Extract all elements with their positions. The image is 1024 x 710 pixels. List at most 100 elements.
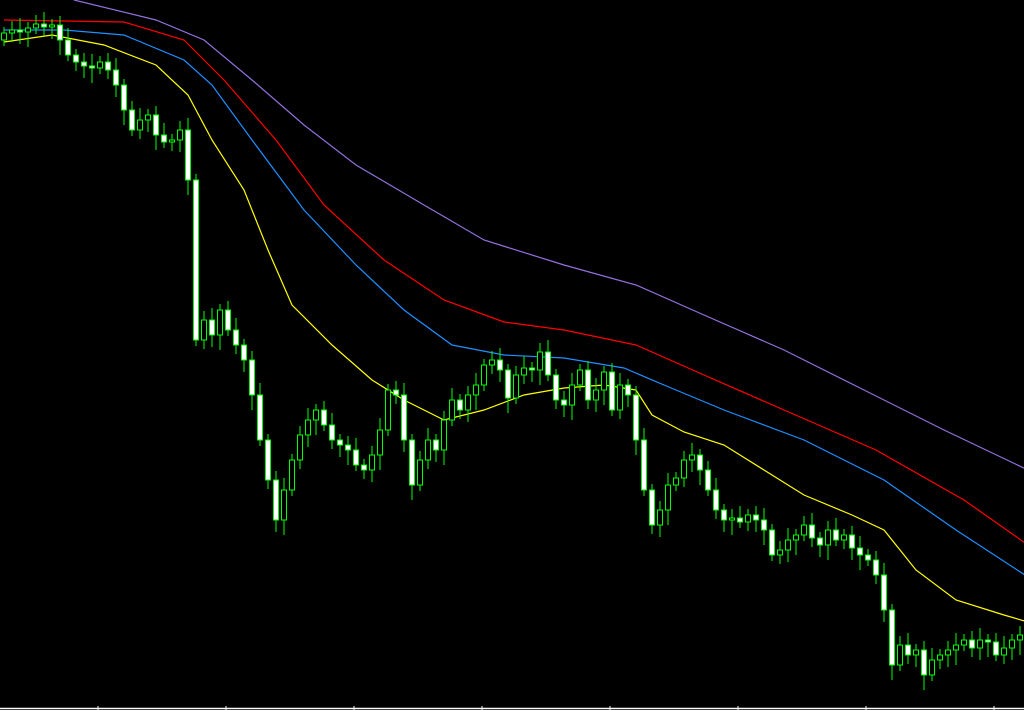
candle: [457, 394, 463, 419]
candle-body: [865, 554, 871, 561]
candle: [865, 549, 871, 566]
candle: [1, 27, 7, 46]
candle: [657, 501, 663, 537]
candle-body: [593, 389, 599, 401]
candle: [721, 504, 727, 532]
moving-averages: [3, 0, 1024, 622]
candle: [385, 384, 391, 436]
candle-body: [769, 529, 775, 556]
candle-body: [337, 439, 343, 446]
candle-body: [945, 649, 951, 656]
candle: [521, 356, 527, 384]
candle: [65, 28, 71, 61]
candle-body: [809, 524, 815, 539]
candle: [241, 339, 247, 372]
candle-body: [641, 439, 647, 491]
candle-body: [65, 39, 71, 56]
candle-body: [113, 69, 119, 86]
candle: [433, 434, 439, 462]
candle-body: [481, 364, 487, 386]
candle: [761, 508, 767, 545]
candle: [465, 386, 471, 422]
candle: [473, 373, 479, 410]
candle: [481, 359, 487, 391]
candle-body: [425, 439, 431, 461]
candle: [281, 478, 287, 535]
candle: [673, 472, 679, 491]
candle: [249, 351, 255, 410]
candle: [1009, 634, 1015, 660]
candle-body: [33, 23, 39, 29]
candle: [873, 551, 879, 584]
candle: [209, 308, 215, 347]
candle: [641, 428, 647, 496]
candle: [769, 524, 775, 561]
candle-body: [1, 32, 7, 41]
candle-body: [345, 444, 351, 451]
candle: [953, 633, 959, 665]
candle: [369, 446, 375, 482]
moving-average-line-4: [73, 0, 1024, 469]
candle-body: [313, 409, 319, 421]
candle-body: [57, 24, 63, 41]
candle-body: [537, 351, 543, 371]
candle-body: [97, 61, 103, 69]
candle: [17, 18, 23, 44]
candle: [569, 373, 575, 420]
candle-body: [561, 399, 567, 406]
candle-body: [849, 534, 855, 549]
candle-body: [785, 539, 791, 551]
candle: [185, 118, 191, 195]
candle: [937, 649, 943, 669]
candle: [201, 311, 207, 349]
candle-body: [993, 641, 999, 656]
candle: [9, 21, 15, 42]
candle: [609, 363, 615, 416]
candle: [833, 518, 839, 546]
time-axis: [0, 706, 1024, 710]
candle: [441, 411, 447, 465]
candle-body: [449, 399, 455, 421]
candle: [273, 471, 279, 532]
candle-body: [521, 367, 527, 376]
candle: [297, 426, 303, 469]
candle: [801, 516, 807, 541]
candle: [689, 443, 695, 472]
candle-body: [321, 409, 327, 426]
candle: [265, 434, 271, 489]
candle-body: [473, 384, 479, 396]
candle-body: [81, 61, 87, 67]
candle-body: [609, 371, 615, 411]
candle: [545, 340, 551, 381]
candle-body: [1001, 647, 1007, 656]
candle-body: [817, 537, 823, 546]
candle: [97, 56, 103, 74]
candle-body: [161, 134, 167, 143]
candle-body: [185, 129, 191, 181]
moving-average-line-3: [3, 19, 1024, 543]
candle: [153, 106, 159, 150]
candle-body: [1009, 639, 1015, 649]
candle: [537, 343, 543, 385]
candle: [881, 563, 887, 622]
candle-body: [153, 114, 159, 136]
candle-body: [689, 454, 695, 461]
candle: [73, 49, 79, 71]
candle-body: [1017, 634, 1023, 641]
candle-body: [649, 489, 655, 526]
candle-body: [841, 534, 847, 541]
candle-body: [753, 514, 759, 521]
candle-body: [401, 394, 407, 441]
candle-body: [225, 309, 231, 331]
candle: [41, 12, 47, 36]
candle-body: [729, 517, 735, 521]
candle-body: [297, 434, 303, 461]
candle: [89, 54, 95, 83]
candle-body: [409, 439, 415, 486]
candle-body: [121, 84, 127, 111]
candle-body: [601, 371, 607, 391]
candle-body: [961, 639, 967, 646]
candle-body: [625, 384, 631, 396]
candle: [289, 454, 295, 496]
candle: [1017, 626, 1023, 655]
